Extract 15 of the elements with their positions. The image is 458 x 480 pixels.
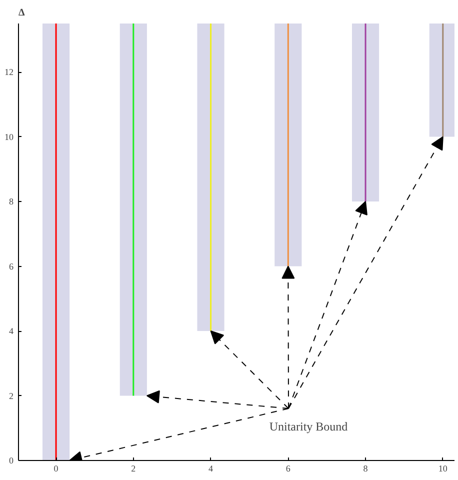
y-tick-label: 8 — [9, 196, 14, 207]
y-tick-label: 2 — [9, 390, 14, 401]
annotation: Unitarity Bound — [269, 420, 348, 434]
x-tick-label: 2 — [131, 464, 136, 474]
y-tick-label: 10 — [4, 132, 14, 142]
y-tick-label: 12 — [4, 67, 14, 78]
x-tick-label: 10 — [438, 464, 448, 474]
y-tick-label: 6 — [9, 261, 14, 272]
x-tick-label: 6 — [286, 464, 291, 474]
y-tick-label: 0 — [9, 456, 14, 466]
y-axis-title: Δ — [18, 8, 26, 18]
y-tick-label: 4 — [9, 326, 14, 336]
x-tick-label: 0 — [54, 464, 59, 474]
x-tick-label: 8 — [363, 464, 368, 474]
x-tick-label: 4 — [208, 464, 214, 474]
